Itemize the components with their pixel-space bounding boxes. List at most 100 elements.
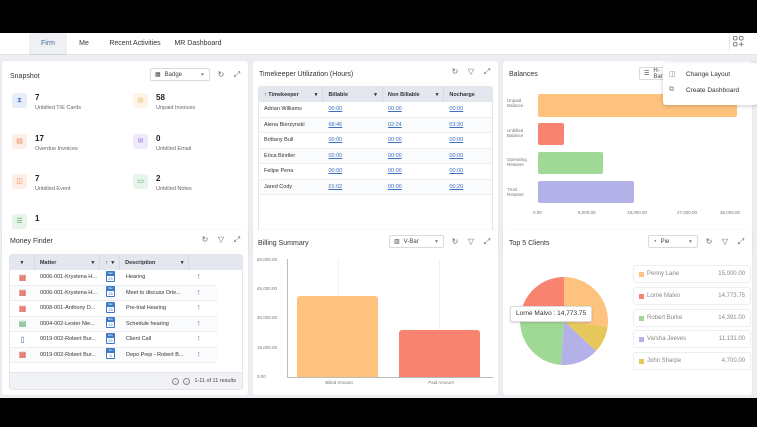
legend-item-john-sharpe[interactable]: John Sharpe 4,700.00 bbox=[633, 352, 751, 370]
table-row: Brittany Bull 00:00 00:00 00:00 bbox=[259, 133, 492, 149]
refresh-icon[interactable]: ↻ bbox=[451, 67, 459, 76]
more-options-icon[interactable]: ⋮ bbox=[196, 320, 202, 327]
refresh-icon[interactable]: ↻ bbox=[451, 236, 459, 246]
non-billable-link[interactable]: 00:00 bbox=[387, 183, 402, 190]
bar-unbilled-balance[interactable] bbox=[538, 123, 564, 145]
column-header-description[interactable]: Description ▾ bbox=[120, 255, 190, 270]
nocharge-link[interactable]: 03:30 bbox=[449, 121, 464, 128]
table-row[interactable]: ▤ 0004-002-Lester Nie... May 15 Schedule … bbox=[10, 316, 217, 332]
column-header-non-billable[interactable]: Non Billable ▾ bbox=[383, 87, 445, 102]
date-calendar-icon: Mar 25 bbox=[101, 301, 121, 315]
chevron-down-icon: ▾ bbox=[374, 91, 377, 98]
table-row[interactable]: ▦ 0006-001-Krystena H... Mar 25 Hearing ⋮ bbox=[10, 270, 217, 286]
dashboard-settings-icon[interactable] bbox=[729, 36, 747, 51]
filter-icon[interactable]: ▽ bbox=[721, 236, 729, 246]
nocharge-link[interactable]: 00:00 bbox=[449, 106, 464, 113]
billing-summary-title: Billing Summary bbox=[258, 240, 309, 247]
snapshot-view-select[interactable]: ▦ Badge ▼ bbox=[150, 68, 210, 81]
refresh-icon[interactable]: ↻ bbox=[201, 235, 209, 244]
tab-mr-dashboard[interactable]: MR Dashboard bbox=[174, 40, 222, 47]
table-row: Jared Cody 01:02 00:00 00:20 bbox=[259, 179, 492, 195]
snapshot-item-unbilled-te-cards[interactable]: ⧗ 7 Unbilled T/E Cards bbox=[12, 93, 81, 111]
billable-link[interactable]: 02:00 bbox=[328, 152, 343, 159]
bar-trust-retainer[interactable] bbox=[538, 181, 634, 203]
date-calendar-icon: Mar 25 bbox=[101, 270, 121, 284]
bar-billed-amount[interactable] bbox=[297, 296, 378, 377]
expand-icon[interactable]: ⤢ bbox=[233, 69, 241, 79]
pie-slice-robert-burke[interactable] bbox=[520, 312, 564, 365]
non-billable-link[interactable]: 00:00 bbox=[387, 168, 402, 175]
expand-icon[interactable]: ⤢ bbox=[483, 236, 491, 246]
non-billable-link[interactable]: 02:24 bbox=[387, 121, 402, 128]
document-icon: ▤ bbox=[12, 134, 27, 149]
snapshot-item-unpaid-invoices[interactable]: ◎ 58 Unpaid Invoices bbox=[133, 93, 195, 111]
pie-slice-varsha-jeeves[interactable] bbox=[561, 321, 596, 365]
table-row[interactable]: ▦ 0006-001-Krystena H... Mar 25 Meet to d… bbox=[10, 285, 217, 301]
money-finder-pagination: ‹ › 1-11 of 11 results bbox=[10, 372, 242, 389]
more-options-icon[interactable]: ⋮ bbox=[196, 336, 202, 343]
bar-operating-retainer[interactable] bbox=[538, 152, 603, 174]
nocharge-link[interactable]: 00:20 bbox=[449, 183, 464, 190]
billable-link[interactable]: 00:00 bbox=[328, 106, 343, 113]
snapshot-item-unbilled-notes[interactable]: ▭ 2 Unbilled Notes bbox=[133, 174, 192, 192]
more-options-icon[interactable]: ⋮ bbox=[196, 274, 202, 281]
create-dashboard-icon: ⧉ bbox=[669, 86, 674, 93]
snapshot-title: Snapshot bbox=[10, 73, 40, 80]
non-billable-link[interactable]: 00:00 bbox=[387, 152, 402, 159]
nocharge-link[interactable]: 00:00 bbox=[449, 137, 464, 144]
more-options-icon[interactable]: ⋮ bbox=[196, 351, 202, 358]
more-options-icon[interactable]: ⋮ bbox=[196, 305, 202, 312]
column-header-billable[interactable]: Billable ▾ bbox=[323, 87, 383, 102]
billing-summary-view-select[interactable]: ▥ V-Bar ▼ bbox=[389, 235, 444, 248]
pie-chart-icon: ◔ bbox=[653, 238, 657, 245]
column-header-matter[interactable]: Matter ▾ bbox=[35, 255, 101, 270]
top-clients-title: Top 5 Clients bbox=[509, 240, 550, 247]
non-billable-link[interactable]: 00:00 bbox=[387, 106, 402, 113]
billable-link[interactable]: 00:00 bbox=[328, 168, 343, 175]
expand-icon[interactable]: ⤢ bbox=[737, 236, 745, 246]
tab-me[interactable]: Me bbox=[79, 40, 89, 47]
billable-link[interactable]: 00:00 bbox=[328, 137, 343, 144]
filter-icon[interactable]: ▽ bbox=[467, 67, 475, 76]
menu-item-change-layout[interactable]: ◫ Change Layout bbox=[669, 70, 731, 79]
column-header-timekeeper[interactable]: ↑ Timekeeper ▾ bbox=[259, 87, 324, 102]
non-billable-link[interactable]: 00:00 bbox=[387, 137, 402, 144]
more-options-icon[interactable]: ⋮ bbox=[196, 289, 202, 296]
nocharge-link[interactable]: 00:00 bbox=[449, 152, 464, 159]
refresh-icon[interactable]: ↻ bbox=[705, 236, 713, 246]
billable-link[interactable]: 68:46 bbox=[328, 121, 343, 128]
legend-swatch bbox=[639, 336, 644, 342]
x-axis-line bbox=[287, 377, 493, 378]
snapshot-item-unbilled-email[interactable]: ✉ 0 Unbilled Email bbox=[133, 134, 191, 152]
chevron-down-icon: ▾ bbox=[91, 259, 95, 266]
next-page-icon[interactable]: › bbox=[183, 377, 191, 385]
top-clients-view-select[interactable]: ◔ Pie ▼ bbox=[648, 235, 698, 248]
filter-icon[interactable]: ▽ bbox=[467, 236, 475, 246]
pie-slice-john-sharpe[interactable] bbox=[564, 321, 608, 351]
expand-icon[interactable]: ⤢ bbox=[233, 235, 241, 244]
bar-paid-amount[interactable] bbox=[399, 330, 480, 377]
tab-firm[interactable]: Firm bbox=[29, 33, 67, 55]
snapshot-item-list[interactable]: ☰ 1 bbox=[12, 214, 39, 229]
legend-item-lorne-malvo[interactable]: Lorne Malvo 14,773.75 bbox=[633, 287, 751, 305]
table-row[interactable]: ▦ 0019-002-Robert Bur... Jun 3 Depo Prep … bbox=[10, 347, 217, 363]
legend-item-varsha-jeeves[interactable]: Varsha Jeeves 11,131.00 bbox=[633, 330, 751, 348]
refresh-icon[interactable]: ↻ bbox=[217, 69, 225, 79]
legend-swatch bbox=[639, 358, 644, 364]
filter-icon[interactable]: ▽ bbox=[217, 235, 225, 244]
nocharge-link[interactable]: 00:00 bbox=[449, 168, 464, 175]
billable-link[interactable]: 01:02 bbox=[328, 183, 343, 190]
table-row[interactable]: ▦ 0008-001-Anthony D... Mar 25 Pre-trial … bbox=[10, 301, 217, 317]
table-row[interactable]: ▯ 0019-002-Robert Bur... May 29 Client Ca… bbox=[10, 332, 217, 348]
legend-item-robert-burke[interactable]: Robert Burke 14,391.00 bbox=[633, 309, 751, 327]
menu-item-create-dashboard[interactable]: ⧉ Create Dashboard bbox=[669, 86, 740, 94]
tab-recent-activities[interactable]: Recent Activities bbox=[109, 40, 161, 47]
column-header-type[interactable]: ▾ bbox=[10, 255, 35, 270]
expand-icon[interactable]: ⤢ bbox=[483, 67, 491, 76]
snapshot-item-unbilled-event[interactable]: ◫ 7 Unbilled Event bbox=[12, 174, 70, 192]
legend-item-penny-lane[interactable]: Penny Lane 15,000.00 bbox=[633, 265, 751, 283]
snapshot-item-overdue-invoices[interactable]: ▤ 17 Overdue Invoices bbox=[12, 134, 78, 152]
prev-page-icon[interactable]: ‹ bbox=[172, 377, 180, 385]
column-header-date[interactable]: ↑ ▾ bbox=[100, 255, 121, 270]
column-header-nocharge[interactable]: Nocharge bbox=[449, 91, 475, 98]
